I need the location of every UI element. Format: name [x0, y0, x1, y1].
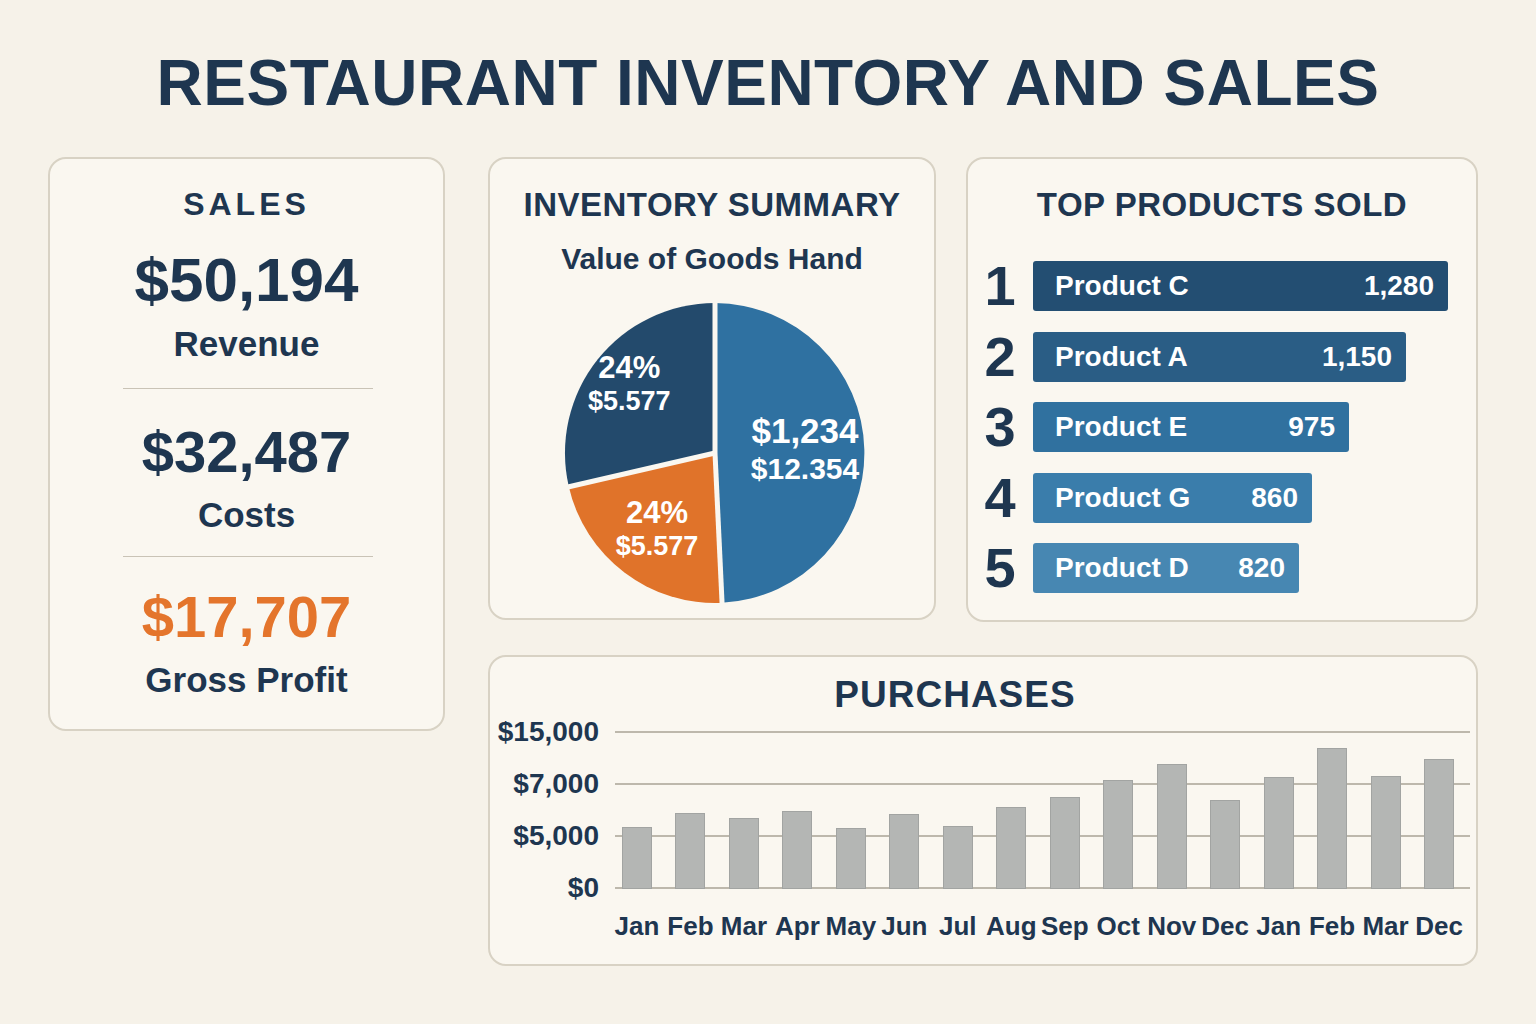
purchases-bar [1371, 776, 1401, 889]
revenue-label: Revenue [50, 325, 443, 363]
purchases-bar [943, 826, 973, 889]
divider [123, 556, 373, 557]
revenue-value: $50,194 [50, 247, 443, 312]
inventory-heading: INVENTORY SUMMARY [490, 186, 934, 224]
top-products-heading: TOP PRODUCTS SOLD [968, 186, 1476, 224]
product-name: Product A [1055, 341, 1188, 373]
product-row: 1 Product C 1,280 [968, 261, 1476, 311]
product-name: Product G [1055, 482, 1190, 514]
costs-label: Costs [50, 496, 443, 534]
pie-label: $5.577 [616, 531, 699, 561]
product-row: 2 Product A 1,150 [968, 332, 1476, 382]
purchases-bar [1210, 800, 1240, 889]
page-title: RESTAURANT INVENTORY AND SALES [0, 51, 1536, 115]
pie-label: $12.354 [751, 452, 860, 485]
gross-profit-value: $17,707 [50, 587, 443, 648]
product-name: Product D [1055, 552, 1189, 584]
product-rank: 1 [982, 261, 1018, 311]
purchases-bar [782, 811, 812, 889]
divider [123, 388, 373, 389]
purchases-bar [1264, 777, 1294, 889]
purchases-bar [729, 818, 759, 889]
purchases-bar [1050, 797, 1080, 889]
product-value: 860 [1251, 482, 1298, 514]
product-bar: Product A 1,150 [1033, 332, 1406, 382]
x-axis-month-label: Dec [1399, 911, 1479, 942]
product-bar: Product C 1,280 [1033, 261, 1448, 311]
dashboard: RESTAURANT INVENTORY AND SALES SALES $50… [0, 0, 1536, 1024]
product-row: 3 Product E 975 [968, 402, 1476, 452]
product-row: 5 Product D 820 [968, 543, 1476, 593]
pie-label: 24% [598, 350, 660, 385]
purchases-bar [1157, 764, 1187, 889]
pie-label: $1,234 [751, 411, 859, 450]
product-value: 1,280 [1364, 270, 1434, 302]
product-rank: 4 [982, 473, 1018, 523]
y-axis-tick-label: $0 [490, 872, 599, 904]
product-rank: 3 [982, 402, 1018, 452]
purchases-bar [1317, 748, 1347, 889]
y-axis-tick-label: $15,000 [490, 716, 599, 748]
gridline [615, 731, 1470, 733]
y-axis-tick-label: $7,000 [490, 768, 599, 800]
gross-profit-label: Gross Profit [50, 661, 443, 699]
product-bar: Product D 820 [1033, 543, 1299, 593]
pie-label: $5.577 [588, 386, 671, 416]
product-value: 820 [1238, 552, 1285, 584]
purchases-bar [889, 814, 919, 889]
inventory-pie-chart: $1,234$12.35424%$5.57724%$5.577 [545, 283, 885, 623]
purchases-bar [836, 828, 866, 889]
product-value: 1,150 [1322, 341, 1392, 373]
purchases-heading: PURCHASES [462, 674, 1448, 716]
purchases-bar [675, 813, 705, 889]
sales-card: SALES $50,194 Revenue $32,487 Costs $17,… [48, 157, 445, 731]
purchases-bar [996, 807, 1026, 889]
product-rank: 5 [982, 543, 1018, 593]
product-rank: 2 [982, 332, 1018, 382]
sales-heading: SALES [50, 186, 443, 223]
product-name: Product C [1055, 270, 1189, 302]
inventory-summary-card: INVENTORY SUMMARY Value of Goods Hand $1… [488, 157, 936, 620]
product-row: 4 Product G 860 [968, 473, 1476, 523]
purchases-card: PURCHASES $15,000$7,000$5,000$0JanFebMar… [488, 655, 1478, 966]
product-bar: Product G 860 [1033, 473, 1312, 523]
product-bar: Product E 975 [1033, 402, 1349, 452]
y-axis-tick-label: $5,000 [490, 820, 599, 852]
product-value: 975 [1288, 411, 1335, 443]
costs-value: $32,487 [50, 422, 443, 483]
purchases-bar [1103, 780, 1133, 889]
pie-chart-title: Value of Goods Hand [490, 242, 934, 276]
purchases-bar [622, 827, 652, 889]
top-products-card: TOP PRODUCTS SOLD 1 Product C 1,280 2 Produc… [966, 157, 1478, 622]
product-name: Product E [1055, 411, 1187, 443]
purchases-bar [1424, 759, 1454, 889]
pie-label: 24% [626, 495, 688, 530]
